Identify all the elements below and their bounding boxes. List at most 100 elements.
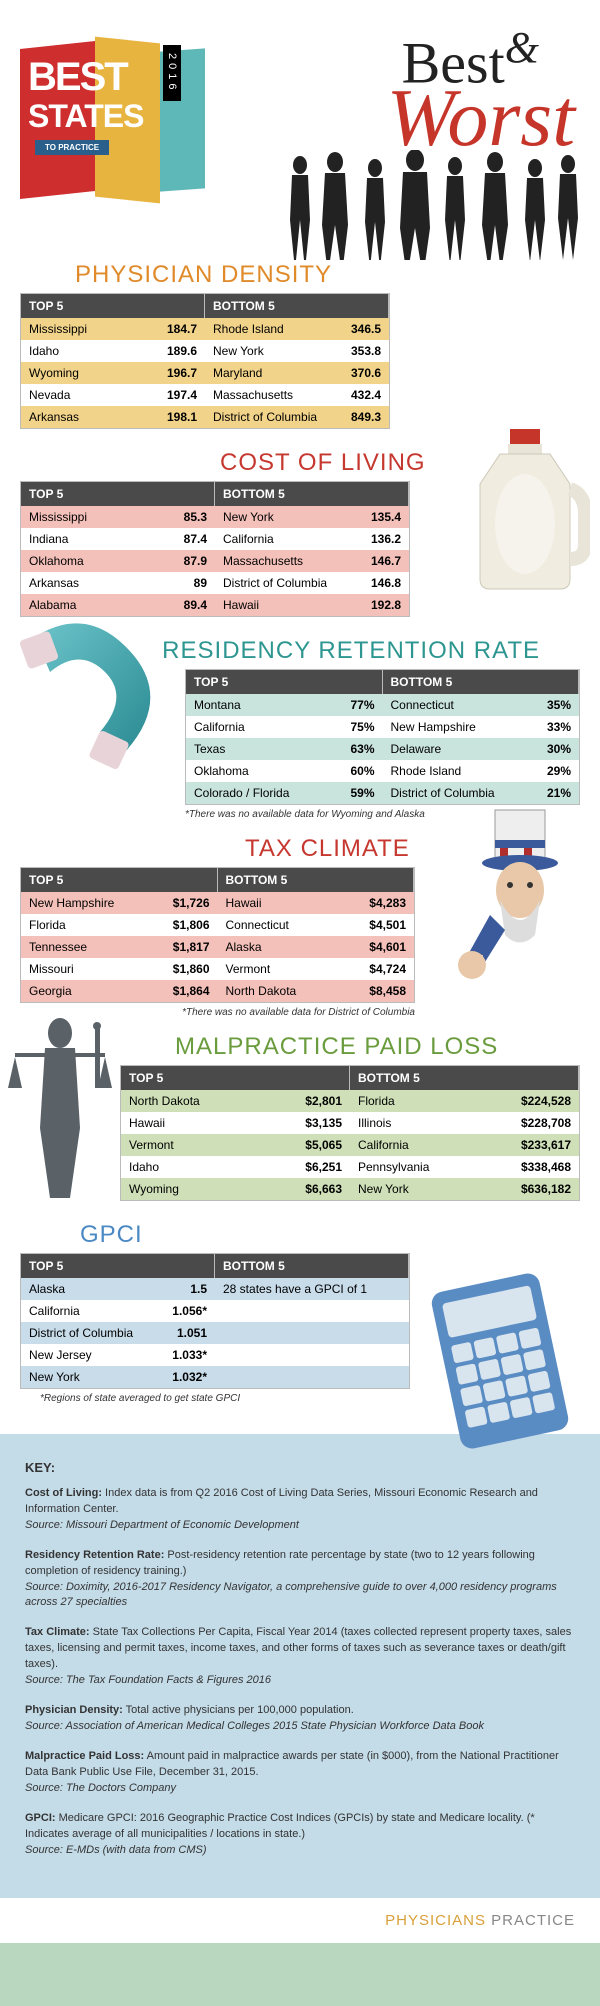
table-row: Montana77% (186, 694, 383, 716)
logo-best: BEST (28, 55, 127, 100)
table-row: Vermont$4,724 (218, 958, 415, 980)
table-row: Rhode Island346.5 (205, 318, 389, 340)
th-bottom: BOTTOM 5 (218, 868, 415, 892)
malpractice-table: TOP 5 North Dakota$2,801Hawaii$3,135Verm… (120, 1065, 580, 1201)
table-row: District of Columbia1.051 (21, 1322, 215, 1344)
key-block: Cost of Living: Index data is from Q2 20… (25, 1486, 575, 1534)
header: BEST STATES TO PRACTICE 2016 Best& Worst (0, 0, 600, 260)
section-tax: TAX CLIMATE TOP 5 New Hampshire$1,726Flo… (0, 835, 600, 1018)
table-row: Alaska$4,601 (218, 936, 415, 958)
key-heading: KEY: (25, 1459, 575, 1478)
table-row: District of Columbia21% (383, 782, 580, 804)
brand-footer: PHYSICIANS PRACTICE (0, 1898, 600, 1943)
table-row: District of Columbia849.3 (205, 406, 389, 428)
table-row: Mississippi85.3 (21, 506, 215, 528)
table-row: New York353.8 (205, 340, 389, 362)
section-malpractice: MALPRACTICE PAID LOSS TOP 5 North Dakota… (0, 1033, 600, 1201)
table-row: Idaho$6,251 (121, 1156, 350, 1178)
th-top: TOP 5 (186, 670, 383, 694)
logo-practice: TO PRACTICE (35, 140, 109, 155)
table-row: Massachusetts432.4 (205, 384, 389, 406)
table-row: Indiana87.4 (21, 528, 215, 550)
best-states-logo: BEST STATES TO PRACTICE 2016 (20, 20, 210, 220)
section-col: COST OF LIVING TOP 5 Mississippi85.3Indi… (0, 449, 600, 617)
section-gpci: GPCI TOP 5 Alaska1.5California1.056*Dist… (0, 1221, 600, 1414)
th-bottom: BOTTOM 5 (215, 1254, 409, 1278)
infographic-page: BEST STATES TO PRACTICE 2016 Best& Worst… (0, 0, 600, 1943)
table-row: California$233,617 (350, 1134, 579, 1156)
th-bottom: BOTTOM 5 (205, 294, 389, 318)
uncle-sam-icon (450, 805, 590, 985)
table-row: Oklahoma60% (186, 760, 383, 782)
magnet-icon (5, 617, 165, 797)
table-row: Hawaii$4,283 (218, 892, 415, 914)
table-row: Connecticut35% (383, 694, 580, 716)
table-row: New Hampshire33% (383, 716, 580, 738)
th-top: TOP 5 (21, 294, 205, 318)
section-retention: RESIDENCY RETENTION RATE TOP 5 Montana77… (0, 637, 600, 820)
key-block: Tax Climate: State Tax Collections Per C… (25, 1625, 575, 1689)
gpci-table: TOP 5 Alaska1.5California1.056*District … (20, 1253, 410, 1389)
table-row: Florida$224,528 (350, 1090, 579, 1112)
table-row: Rhode Island29% (383, 760, 580, 782)
table-row: Hawaii192.8 (215, 594, 409, 616)
table-row: Idaho189.6 (21, 340, 205, 362)
lady-justice-icon (0, 1008, 120, 1208)
table-row: Arkansas89 (21, 572, 215, 594)
logo-year: 2016 (163, 45, 181, 101)
brand-p1: PHYSICIANS (385, 1912, 486, 1929)
th-bottom: BOTTOM 5 (215, 482, 409, 506)
table-row: Maryland370.6 (205, 362, 389, 384)
calculator-icon (415, 1271, 585, 1451)
th-bottom: BOTTOM 5 (383, 670, 580, 694)
table-row: Hawaii$3,135 (121, 1112, 350, 1134)
tax-table: TOP 5 New Hampshire$1,726Florida$1,806Te… (20, 867, 415, 1003)
key-section: KEY: Cost of Living: Index data is from … (0, 1434, 600, 1898)
table-row: New Jersey1.033* (21, 1344, 215, 1366)
table-row: Texas63% (186, 738, 383, 760)
key-block: Malpractice Paid Loss: Amount paid in ma… (25, 1749, 575, 1797)
table-row: Arkansas198.1 (21, 406, 205, 428)
th-top: TOP 5 (21, 482, 215, 506)
key-block: GPCI: Medicare GPCI: 2016 Geographic Pra… (25, 1811, 575, 1859)
table-row: California75% (186, 716, 383, 738)
table-row: North Dakota$8,458 (218, 980, 415, 1002)
table-row: Vermont$5,065 (121, 1134, 350, 1156)
table-row: North Dakota$2,801 (121, 1090, 350, 1112)
table-row: California136.2 (215, 528, 409, 550)
th-bottom: BOTTOM 5 (350, 1066, 579, 1090)
density-table: TOP 5 Mississippi184.7Idaho189.6Wyoming1… (20, 293, 390, 429)
table-row: New York135.4 (215, 506, 409, 528)
retention-table: TOP 5 Montana77%California75%Texas63%Okl… (185, 669, 580, 805)
table-row: Mississippi184.7 (21, 318, 205, 340)
people-silhouettes-icon (270, 150, 590, 260)
table-row: Wyoming$6,663 (121, 1178, 350, 1200)
section-density: PHYSICIAN DENSITY TOP 5 Mississippi184.7… (0, 261, 600, 429)
table-row: Florida$1,806 (21, 914, 218, 936)
malpractice-title: MALPRACTICE PAID LOSS (175, 1033, 580, 1061)
milk-jug-icon (460, 424, 590, 594)
table-row: Pennsylvania$338,468 (350, 1156, 579, 1178)
table-row: Nevada197.4 (21, 384, 205, 406)
table-row: New York1.032* (21, 1366, 215, 1388)
table-row: New York$636,182 (350, 1178, 579, 1200)
th-top: TOP 5 (21, 1254, 215, 1278)
title-amp: & (505, 23, 539, 72)
table-row: Connecticut$4,501 (218, 914, 415, 936)
table-row: Alaska1.5 (21, 1278, 215, 1300)
th-top: TOP 5 (21, 868, 218, 892)
gpci-bottom-cell: 28 states have a GPCI of 1 (215, 1278, 409, 1300)
table-row: Delaware30% (383, 738, 580, 760)
table-row: California1.056* (21, 1300, 215, 1322)
table-row: Alabama89.4 (21, 594, 215, 616)
table-row: Wyoming196.7 (21, 362, 205, 384)
table-row: Missouri$1,860 (21, 958, 218, 980)
th-top: TOP 5 (121, 1066, 350, 1090)
title-worst: Worst (387, 87, 575, 149)
logo-states: STATES (28, 98, 143, 135)
key-block: Residency Retention Rate: Post-residency… (25, 1548, 575, 1612)
table-row: New Hampshire$1,726 (21, 892, 218, 914)
table-row: Illinois$228,708 (350, 1112, 579, 1134)
table-row: Oklahoma87.9 (21, 550, 215, 572)
table-row: Colorado / Florida59% (186, 782, 383, 804)
